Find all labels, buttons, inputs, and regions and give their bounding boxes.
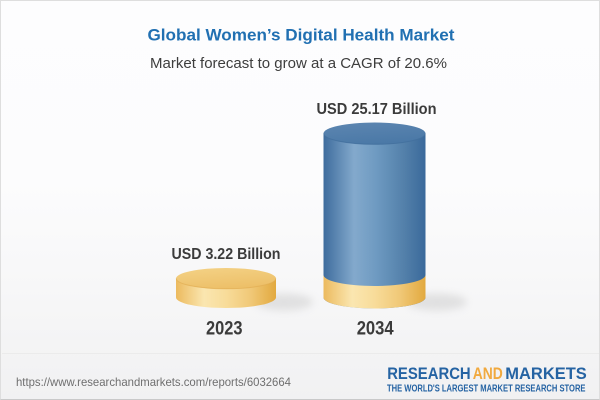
svg-text:Global Women’s Digital Health: Global Women’s Digital Health Market	[148, 26, 455, 45]
svg-text:AND: AND	[473, 365, 503, 383]
svg-text:USD 3.22 Billion: USD 3.22 Billion	[172, 246, 281, 263]
svg-text:2034: 2034	[357, 318, 394, 339]
svg-text:MARKETS: MARKETS	[505, 365, 587, 383]
svg-text:RESEARCH: RESEARCH	[387, 365, 471, 383]
svg-text:2023: 2023	[206, 318, 243, 339]
svg-text:USD 25.17 Billion: USD 25.17 Billion	[317, 101, 437, 118]
svg-text:https://www.researchandmarkets: https://www.researchandmarkets.com/repor…	[16, 375, 291, 389]
svg-text:THE WORLD'S LARGEST MARKET RES: THE WORLD'S LARGEST MARKET RESEARCH STOR…	[387, 383, 586, 394]
svg-text:Market forecast to grow at a C: Market forecast to grow at a CAGR of 20.…	[150, 55, 447, 72]
